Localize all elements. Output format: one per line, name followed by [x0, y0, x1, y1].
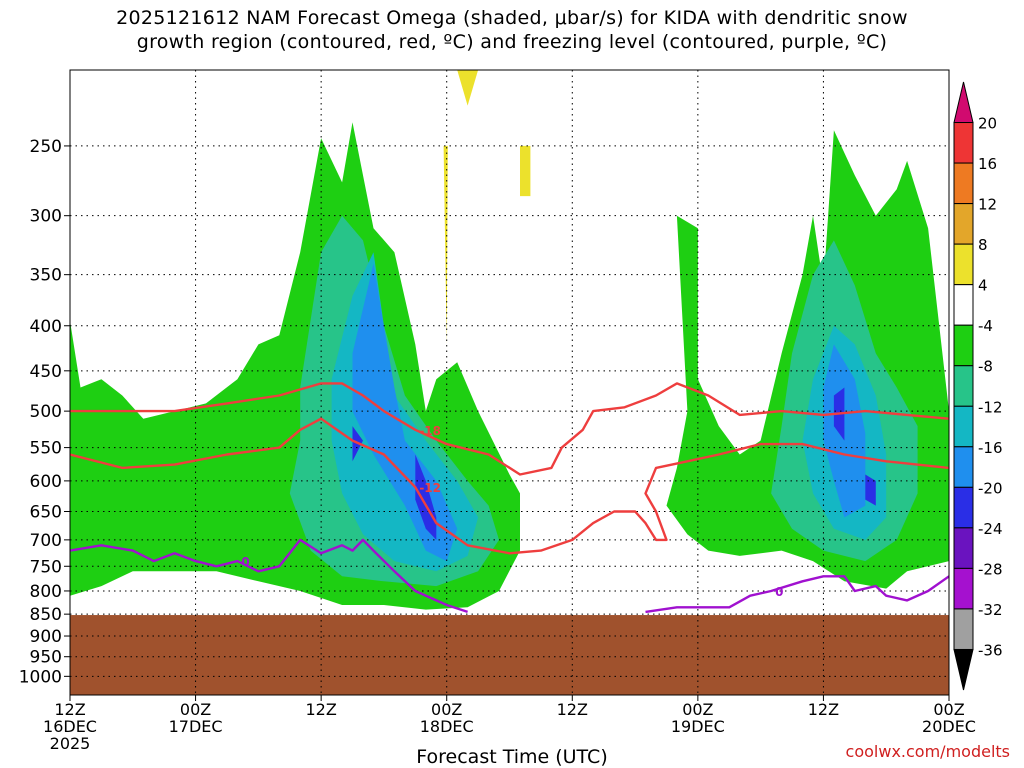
colorbar-swatch-1 — [953, 122, 974, 164]
omega-region-14 — [443, 145, 448, 345]
colorbar-swatch-8 — [953, 405, 974, 448]
colorbar-label-0: 20 — [978, 115, 997, 133]
x-tick-label-36-0: 00Z — [431, 700, 462, 719]
y-tick-label-900: 900 — [30, 627, 62, 647]
colorbar-bottom-arrow — [953, 648, 974, 691]
colorbar-swatch-10 — [953, 486, 974, 529]
y-tick-label-750: 750 — [30, 557, 62, 577]
colorbar-label-8: -16 — [978, 439, 1003, 457]
grid-lines — [69, 70, 950, 695]
y-tick-label-450: 450 — [30, 362, 62, 382]
y-tick-label-800: 800 — [30, 582, 62, 602]
pressure-axis: 2503003504004505005506006507007508008509… — [19, 137, 70, 687]
colorbar-label-3: 8 — [978, 236, 988, 254]
colorbar-swatch-5 — [953, 284, 974, 326]
colorbar-swatch-6 — [953, 324, 974, 367]
colorbar-label-13: -36 — [978, 641, 1003, 659]
colorbar-swatch-13 — [953, 608, 974, 650]
y-tick-label-700: 700 — [30, 531, 62, 551]
x-tick-label-84-1: 20DEC — [922, 717, 976, 736]
colorbar-label-4: 4 — [978, 277, 988, 295]
contour-label-0: -18 — [419, 424, 441, 438]
colorbar-label-1: 16 — [978, 155, 997, 173]
y-tick-label-250: 250 — [30, 137, 62, 157]
y-tick-label-550: 550 — [30, 439, 62, 459]
contour-line-2 — [70, 538, 468, 614]
y-tick-label-400: 400 — [30, 317, 62, 337]
x-tick-label-84-0: 00Z — [933, 700, 964, 719]
chart-title: 2025121612 NAM Forecast Omega (shaded, μ… — [116, 7, 908, 53]
colorbar-swatch-7 — [953, 365, 974, 407]
x-tick-label-36-1: 18DEC — [420, 717, 474, 736]
site-credit: coolwx.com/modelts — [845, 742, 1010, 761]
contour-lines: -18 -12 0 0 — [70, 382, 949, 614]
omega-region-11 — [865, 474, 876, 506]
colorbar-swatch-3 — [953, 203, 974, 245]
x-tick-label-12-0: 00Z — [180, 700, 211, 719]
y-tick-label-350: 350 — [30, 266, 62, 286]
x-tick-label-0-2: 2025 — [50, 734, 91, 753]
terrain-below-surface — [70, 615, 949, 695]
surface-terrain — [70, 615, 949, 695]
colorbar-swatch-4 — [953, 243, 974, 286]
contour-label-3: 0 — [775, 585, 783, 599]
colorbar-swatch-9 — [953, 446, 974, 488]
colorbar-label-2: 12 — [978, 196, 997, 214]
y-tick-label-950: 950 — [30, 648, 62, 668]
x-tick-label-48-0: 12Z — [557, 700, 588, 719]
x-tick-label-12-1: 17DEC — [169, 717, 223, 736]
colorbar-label-12: -32 — [978, 601, 1003, 619]
colorbar-swatch-12 — [953, 567, 974, 610]
omega-region-12 — [457, 70, 479, 106]
contour-line-1 — [70, 417, 949, 555]
contour-line-0 — [70, 382, 949, 476]
colorbar-label-10: -24 — [978, 520, 1003, 538]
contour-label-1: -12 — [419, 481, 441, 495]
colorbar-label-11: -28 — [978, 560, 1003, 578]
x-tick-label-60-1: 19DEC — [671, 717, 725, 736]
colorbar-label-9: -20 — [978, 479, 1003, 497]
contour-line-3 — [645, 575, 949, 614]
y-tick-label-1000: 1000 — [19, 667, 62, 687]
x-tick-label-24-0: 12Z — [305, 700, 336, 719]
colorbar-label-5: -4 — [978, 317, 993, 335]
colorbar-top-arrow — [953, 81, 974, 124]
x-axis-title: Forecast Time (UTC) — [416, 746, 608, 768]
x-tick-label-72-0: 12Z — [808, 700, 839, 719]
x-tick-label-0-1: 16DEC — [43, 717, 97, 736]
omega-region-6 — [352, 263, 458, 562]
x-tick-label-0-0: 12Z — [54, 700, 85, 719]
omega-shading — [70, 70, 949, 610]
y-tick-label-600: 600 — [30, 472, 62, 492]
y-tick-label-650: 650 — [30, 503, 62, 523]
omega-region-13 — [520, 145, 531, 197]
y-tick-label-850: 850 — [30, 605, 62, 625]
colorbar-label-7: -12 — [978, 398, 1003, 416]
y-tick-label-300: 300 — [30, 207, 62, 227]
y-tick-label-500: 500 — [30, 402, 62, 422]
x-tick-label-60-0: 00Z — [682, 700, 713, 719]
contour-label-2: 0 — [241, 555, 249, 569]
colorbar-swatch-11 — [953, 527, 974, 569]
colorbar-swatch-2 — [953, 162, 974, 205]
plot-frame — [69, 69, 950, 696]
omega-region-8 — [415, 454, 437, 540]
colorbar-label-6: -8 — [978, 358, 993, 376]
colorbar: 20 16 12 8 4 -4 -8 -12 -16 -20 -24 -28 -32 -36 — [953, 81, 1003, 691]
